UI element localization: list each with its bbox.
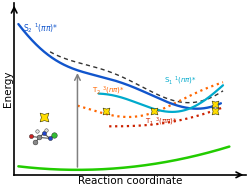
Text: T$_2$ $^3$($n\pi$)*: T$_2$ $^3$($n\pi$)* [92, 84, 125, 97]
Text: S$_1$ $^1$($n\pi$)*: S$_1$ $^1$($n\pi$)* [164, 74, 197, 87]
Text: S$_2$ $^1$($\pi\pi$)*: S$_2$ $^1$($\pi\pi$)* [23, 21, 58, 35]
Y-axis label: Energy: Energy [3, 70, 13, 107]
X-axis label: Reaction coordinate: Reaction coordinate [78, 176, 182, 186]
Text: T$_1$ $^3$($\pi\pi$)*: T$_1$ $^3$($\pi\pi$)* [145, 116, 177, 129]
